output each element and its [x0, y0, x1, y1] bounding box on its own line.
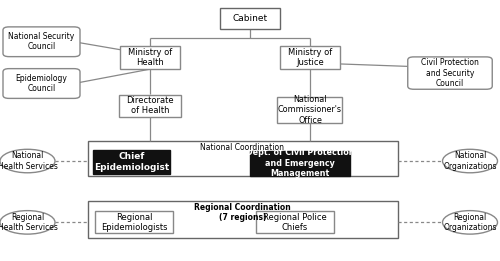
- Text: Regional
Organizations: Regional Organizations: [444, 213, 497, 232]
- Text: National
Health Services: National Health Services: [0, 151, 58, 171]
- Text: Dept. of Civil Protection
and Emergency
Management: Dept. of Civil Protection and Emergency …: [246, 148, 354, 178]
- FancyBboxPatch shape: [88, 141, 398, 176]
- Text: National
Commissioner's
Office: National Commissioner's Office: [278, 95, 342, 124]
- FancyBboxPatch shape: [93, 150, 170, 174]
- Text: National Security
Council: National Security Council: [8, 32, 74, 51]
- FancyBboxPatch shape: [220, 8, 280, 29]
- FancyBboxPatch shape: [278, 97, 342, 123]
- FancyBboxPatch shape: [408, 57, 492, 89]
- Text: Civil Protection
and Security
Council: Civil Protection and Security Council: [421, 58, 479, 88]
- Ellipse shape: [442, 211, 498, 234]
- Text: Regional Police
Chiefs: Regional Police Chiefs: [263, 213, 327, 232]
- FancyBboxPatch shape: [119, 95, 181, 117]
- FancyBboxPatch shape: [88, 201, 398, 238]
- FancyBboxPatch shape: [280, 46, 340, 69]
- FancyBboxPatch shape: [250, 151, 350, 175]
- FancyBboxPatch shape: [3, 69, 80, 98]
- Text: Regional Coordination
(7 regions): Regional Coordination (7 regions): [194, 203, 291, 222]
- Ellipse shape: [442, 149, 498, 173]
- FancyBboxPatch shape: [95, 211, 173, 234]
- Text: Ministry of
Justice: Ministry of Justice: [288, 48, 332, 67]
- Text: Regional
Health Services: Regional Health Services: [0, 213, 58, 232]
- FancyBboxPatch shape: [3, 27, 80, 57]
- Text: Cabinet: Cabinet: [232, 14, 268, 23]
- FancyBboxPatch shape: [256, 211, 334, 234]
- Text: Ministry of
Health: Ministry of Health: [128, 48, 172, 67]
- Text: Epidemiology
Council: Epidemiology Council: [16, 74, 68, 93]
- Ellipse shape: [0, 149, 55, 173]
- Text: Chief
Epidemiologist: Chief Epidemiologist: [94, 152, 169, 171]
- Ellipse shape: [0, 211, 55, 234]
- Text: Directorate
of Health: Directorate of Health: [126, 96, 174, 115]
- FancyBboxPatch shape: [120, 46, 180, 69]
- Text: National
Organizations: National Organizations: [444, 151, 497, 171]
- Text: National Coordination: National Coordination: [200, 143, 284, 152]
- Text: Regional
Epidemiologists: Regional Epidemiologists: [101, 213, 167, 232]
